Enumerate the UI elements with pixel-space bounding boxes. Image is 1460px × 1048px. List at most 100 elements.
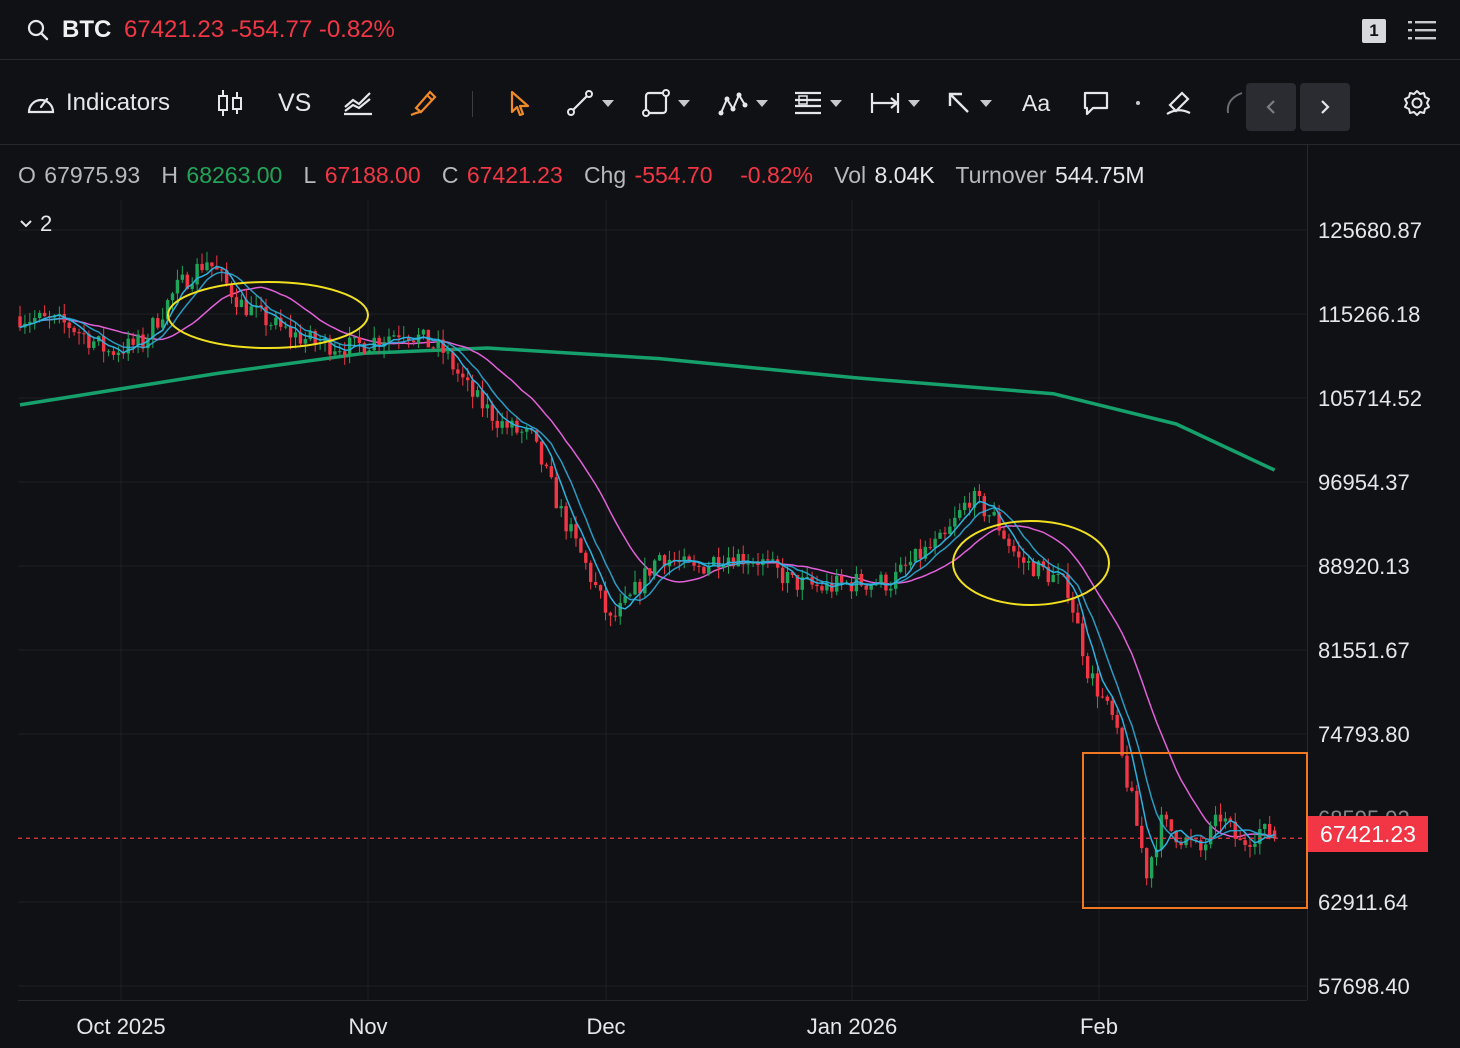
candle-down: [702, 566, 706, 575]
candle-body: [716, 557, 721, 568]
cursor-button[interactable]: [508, 81, 532, 125]
candle-down: [441, 329, 445, 365]
candle-down: [264, 298, 268, 336]
brush-button[interactable]: [408, 81, 440, 125]
candle-body: [908, 561, 913, 566]
candle-body: [421, 329, 426, 335]
candle-body: [1164, 814, 1169, 820]
candle-up: [785, 566, 790, 593]
gauge-icon: [27, 97, 55, 114]
candle-down: [731, 546, 736, 569]
candle-body: [234, 297, 239, 308]
candle-down: [1021, 548, 1026, 575]
candle-down: [328, 334, 332, 362]
candle-body: [357, 337, 362, 344]
measure-button[interactable]: [870, 81, 920, 125]
trendline-button[interactable]: [566, 81, 614, 125]
candle-body: [239, 299, 244, 308]
time-axis[interactable]: Oct 2025 Nov Dec Jan 2026 Feb: [76, 1014, 1118, 1039]
candles-button[interactable]: [216, 81, 244, 125]
candle-up: [239, 294, 244, 308]
candle-down: [982, 493, 987, 522]
candle-body: [879, 574, 883, 585]
candle-body: [1110, 700, 1114, 715]
dot-icon: [1136, 101, 1140, 105]
pattern-button[interactable]: [718, 81, 768, 125]
price-tick-label: 115266.18: [1318, 302, 1420, 327]
list-menu-icon[interactable]: [1408, 18, 1436, 42]
candle-up: [416, 327, 421, 348]
price-axis[interactable]: 125680.87 115266.18 105714.52 96954.37 88920…: [1318, 218, 1422, 999]
candle-body: [628, 594, 632, 597]
settings-button[interactable]: [1402, 81, 1432, 125]
candle-body: [126, 338, 130, 354]
partial-tool-button[interactable]: [1222, 81, 1244, 125]
candle-body: [1184, 837, 1188, 846]
toolbar-next-button[interactable]: [1300, 83, 1350, 131]
candle-up: [958, 503, 962, 521]
candle-down: [1007, 533, 1011, 554]
candle-down: [244, 289, 249, 317]
candle-body: [613, 615, 618, 617]
line-chart-button[interactable]: [342, 81, 374, 125]
search-icon[interactable]: [26, 18, 50, 42]
candle-down: [461, 366, 465, 386]
candle-body: [229, 283, 234, 298]
candle-up: [933, 530, 937, 555]
indicators-button[interactable]: Indicators: [26, 81, 170, 125]
candle-body: [367, 350, 372, 354]
candle-down: [903, 556, 908, 576]
candle-body: [72, 327, 76, 333]
fib-button[interactable]: [794, 81, 842, 125]
candle-body: [1238, 838, 1242, 841]
candle-body: [967, 502, 972, 508]
symbol-name[interactable]: BTC: [62, 16, 112, 43]
candle-up: [1056, 563, 1060, 585]
candle-up: [283, 321, 288, 330]
candle-up: [1154, 839, 1159, 866]
candle-down: [18, 305, 22, 331]
candle-body: [244, 299, 249, 316]
candle-body: [584, 552, 588, 563]
candle-body: [731, 557, 736, 567]
more-dot[interactable]: [1134, 81, 1142, 125]
candle-down: [584, 550, 588, 570]
eraser-button[interactable]: [1164, 81, 1194, 125]
candle-down: [1272, 826, 1277, 842]
candle-down: [589, 560, 593, 590]
candle-body: [820, 586, 824, 591]
candle-down: [431, 346, 435, 351]
candle-down: [156, 313, 160, 330]
candle-down: [815, 575, 819, 593]
candle-body: [520, 431, 524, 433]
candle-body: [328, 338, 332, 355]
layout-count-badge[interactable]: 1: [1362, 19, 1386, 43]
candle-body: [416, 334, 421, 343]
candle-body: [825, 582, 829, 591]
toolbar-prev-button[interactable]: [1246, 83, 1296, 131]
comment-button[interactable]: [1082, 81, 1110, 125]
candle-up: [436, 330, 440, 357]
text-tool-button[interactable]: Aa: [1022, 81, 1050, 125]
arrow-button[interactable]: [946, 81, 992, 125]
compare-button[interactable]: VS: [278, 81, 311, 125]
candle-down: [141, 327, 145, 353]
comment-icon: [1083, 91, 1109, 116]
candle-down: [1248, 838, 1252, 858]
candle-body: [141, 334, 145, 349]
candle-body: [697, 565, 701, 567]
candle-down: [515, 416, 519, 435]
chevron-down-icon: [602, 99, 614, 107]
candle-up: [175, 269, 180, 304]
candle-up: [293, 321, 298, 349]
candle-body: [1179, 842, 1183, 846]
candle-up: [52, 314, 57, 324]
candle-up: [303, 332, 308, 353]
candle-up: [308, 325, 312, 342]
candle-down: [279, 309, 283, 331]
indicator-collapse-toggle[interactable]: 2: [18, 211, 52, 237]
candle-body: [411, 340, 416, 343]
shape-button[interactable]: [642, 81, 690, 125]
candle-up: [1253, 832, 1257, 855]
